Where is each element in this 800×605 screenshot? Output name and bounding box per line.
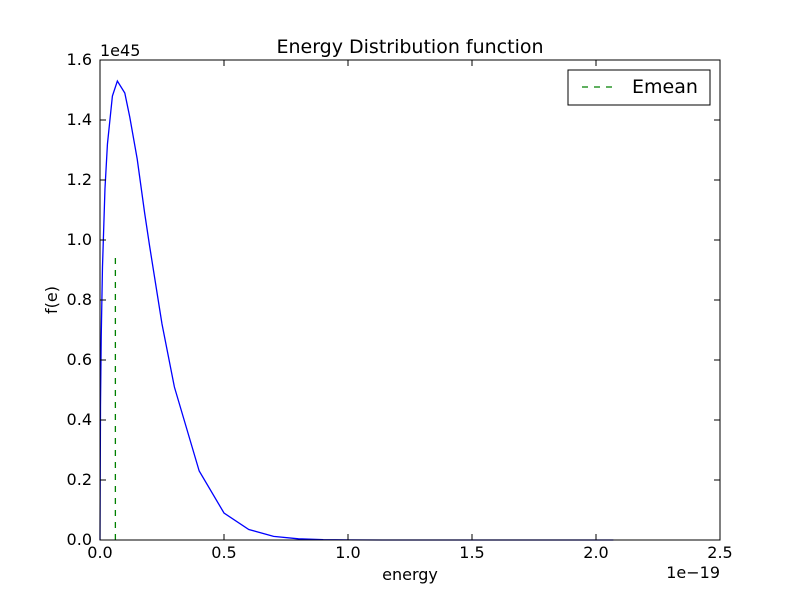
y-tick-label: 1.6 — [67, 50, 92, 69]
y-tick-label: 0.4 — [67, 410, 92, 429]
plot-area — [99, 79, 614, 541]
x-tick-label: 2.0 — [583, 543, 608, 562]
y-axis-ticks: 0.0 0.2 0.4 0.6 0.8 1.0 1.2 1.4 1.6 — [67, 50, 720, 549]
y-axis-label: f(e) — [42, 286, 61, 314]
x-tick-label: 2.5 — [707, 543, 732, 562]
x-axis-ticks: 0.0 0.5 1.0 1.5 2.0 2.5 — [87, 60, 733, 562]
x-tick-label: 1.5 — [459, 543, 484, 562]
y-tick-label: 1.0 — [67, 230, 92, 249]
legend: Emean — [567, 69, 711, 106]
distribution-curve — [99, 79, 614, 541]
y-offset-label: 1e45 — [100, 41, 140, 60]
x-offset-label: 1e−19 — [666, 563, 720, 582]
y-tick-label: 0.2 — [67, 470, 92, 489]
y-tick-label: 0.0 — [67, 530, 92, 549]
legend-label-emean: Emean — [632, 76, 698, 98]
y-tick-label: 0.8 — [67, 290, 92, 309]
plot-frame — [99, 59, 721, 541]
y-tick-label: 0.6 — [67, 350, 92, 369]
legend-box — [567, 69, 711, 106]
x-axis-label: energy — [382, 565, 438, 584]
y-tick-label: 1.2 — [67, 170, 92, 189]
x-tick-label: 0.5 — [211, 543, 236, 562]
x-tick-label: 1.0 — [335, 543, 360, 562]
x-tick-label: 0.0 — [87, 543, 112, 562]
y-tick-label: 1.4 — [67, 110, 92, 129]
chart-title: Energy Distribution function — [276, 36, 543, 58]
